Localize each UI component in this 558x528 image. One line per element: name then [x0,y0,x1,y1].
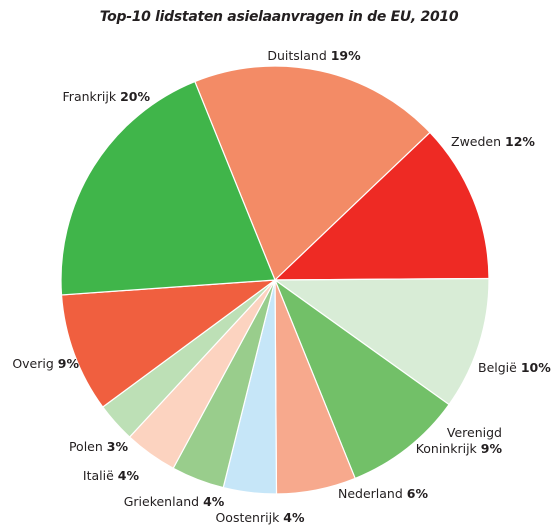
pie-slice-frankrijk [60,80,276,296]
slice-label-text: Nederland 6% [338,486,428,501]
slice-value: 6% [407,486,429,501]
slice-label-polen: Polen 3% [69,439,129,454]
pie-labels: Duitsland 19% Zweden 12% België 10% Verenig… [12,48,551,525]
pie-slices [60,65,490,495]
slice-label-text: Duitsland 19% [267,48,361,63]
slice-label-text: Griekenland 4% [124,494,225,509]
slice-label-nederland: Nederland 6% [338,486,428,501]
pie-slice-overig [60,279,278,408]
slice-label-text: Overig 9% [12,356,79,371]
slice-label-text: Verenigd [447,425,502,440]
slice-value: 4% [283,510,305,525]
slice-label-overig: Overig 9% [12,356,79,371]
slice-label-text: Koninkrijk 9% [416,441,503,456]
pie-slice-zweden [273,131,490,281]
slice-label-verenigd-koninkrijk: Verenigd Koninkrijk 9% [416,425,503,456]
slice-value: 20% [120,89,150,104]
slice-label-frankrijk: Frankrijk 20% [63,89,151,104]
slice-value: 4% [118,468,140,483]
slice-value: 4% [203,494,225,509]
slice-label-belgie: België 10% [478,360,551,375]
slice-label-duitsland: Duitsland 19% [267,48,361,63]
slice-label-text: Zweden 12% [451,134,535,149]
slice-label-griekenland: Griekenland 4% [124,494,225,509]
slice-label-italie: Italië 4% [83,468,140,483]
slice-value: 3% [107,439,129,454]
slice-label-oostenrijk: Oostenrijk 4% [215,510,305,525]
pie-slice-belgie [273,277,490,406]
slice-label-zweden: Zweden 12% [451,134,535,149]
slice-label-text: Italië 4% [83,468,140,483]
slice-label-text: Frankrijk 20% [63,89,151,104]
slice-value: 10% [521,360,551,375]
slice-label-text: België 10% [478,360,551,375]
slice-value: 12% [505,134,535,149]
chart-title: Top-10 lidstaten asielaanvragen in de EU… [99,9,459,25]
slice-value: 19% [331,48,361,63]
slice-label-text: Polen 3% [69,439,129,454]
slice-label-text: Oostenrijk 4% [215,510,305,525]
slice-value: 9% [481,441,503,456]
pie-slice-verenigd-koninkrijk [273,278,450,480]
slice-value: 9% [58,356,80,371]
